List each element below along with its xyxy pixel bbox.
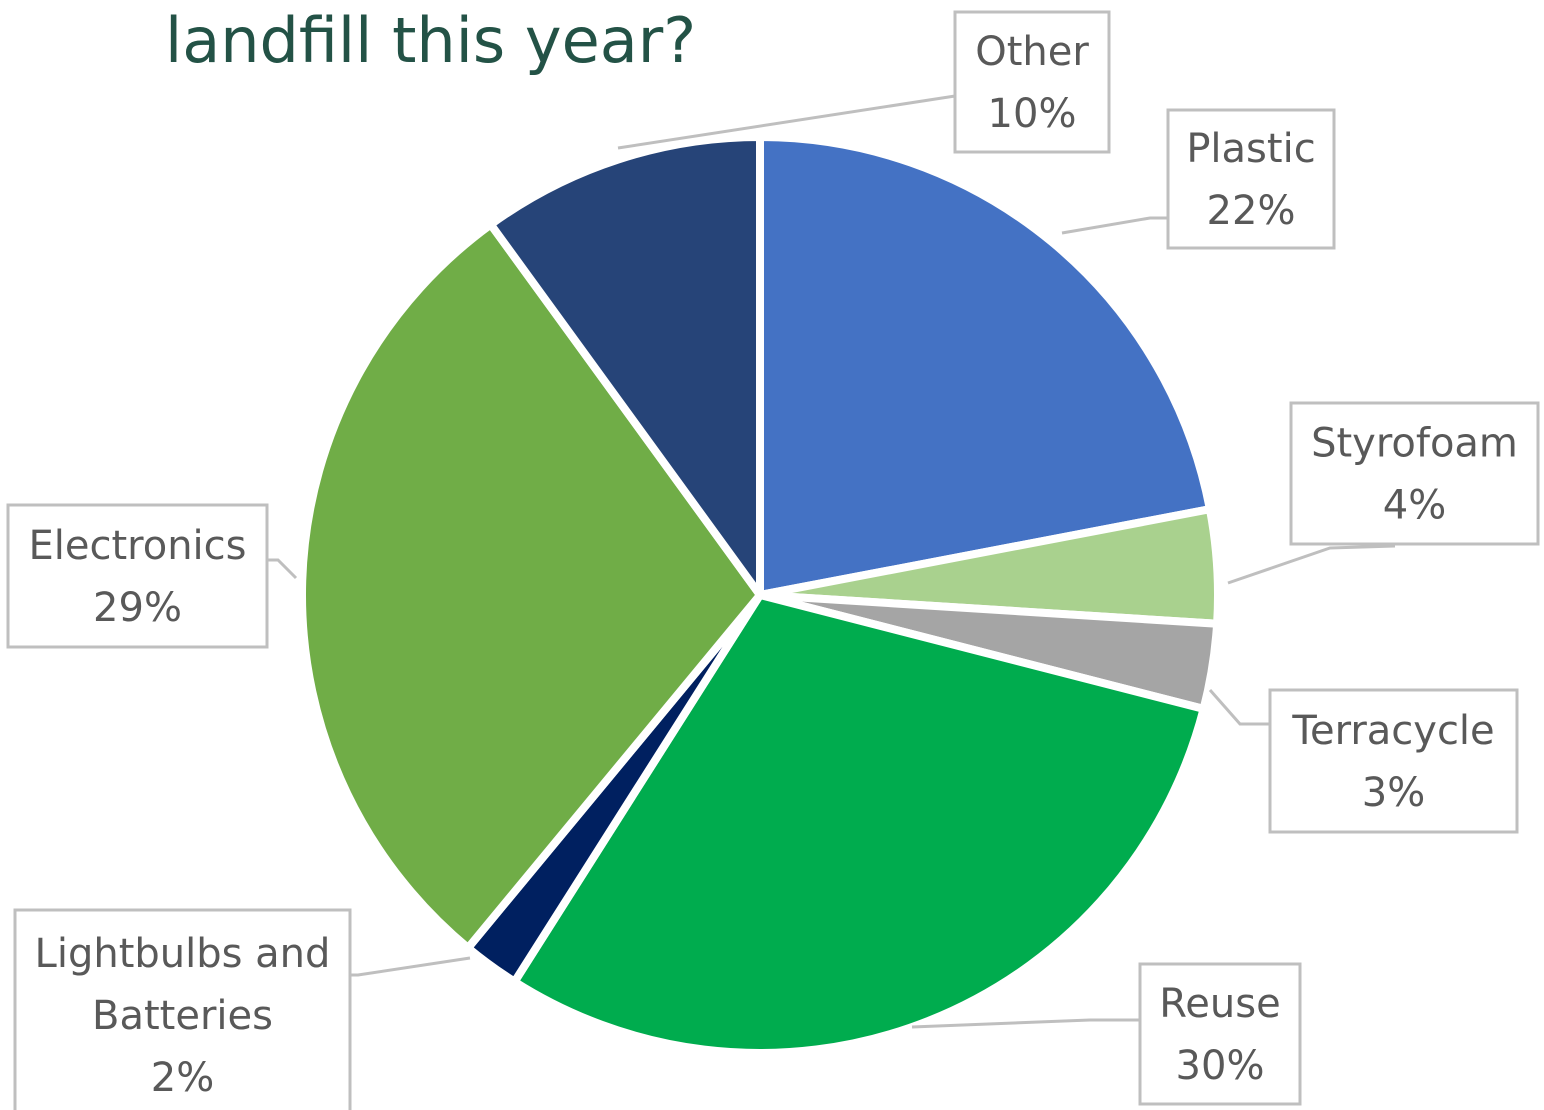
data-label-category-styrofoam: Styrofoam	[1311, 421, 1518, 467]
data-label-category-electronics: Electronics	[28, 523, 246, 569]
data-label-value-styrofoam: 4%	[1383, 483, 1446, 529]
data-label-value-terracycle: 3%	[1362, 770, 1425, 816]
data-label-category-terracycle: Terracycle	[1291, 708, 1494, 754]
label-box-styrofoam	[1289, 401, 1540, 546]
leader-line-plastic	[1061, 216, 1168, 235]
leader-line-reuse	[911, 1018, 1140, 1029]
slice-plastic	[756, 133, 1214, 599]
data-label-category-lightbulbs-and-batteries: Batteries	[92, 993, 273, 1039]
slice-electronics	[298, 220, 764, 952]
data-label-category-lightbulbs-and-batteries: Lightbulbs and	[35, 931, 331, 977]
data-label-category-other: Other	[975, 29, 1089, 75]
slice-other	[486, 133, 764, 599]
label-box-lightbulbs-and-batteries	[13, 908, 352, 1110]
label-box-terracycle	[1268, 688, 1519, 834]
leader-line-lightbulbs-and-batteries	[350, 956, 471, 977]
callout-electronics: Electronics 29%	[6, 503, 298, 649]
callout-plastic: Plastic 22%	[1061, 108, 1336, 250]
callout-reuse: Reuse 30%	[911, 962, 1302, 1106]
data-label-category-plastic: Plastic	[1186, 126, 1315, 172]
leader-line-other	[617, 94, 957, 150]
data-label-category-reuse: Reuse	[1159, 981, 1280, 1027]
slice-reuse	[510, 591, 1208, 1057]
pie-slices	[298, 133, 1222, 1057]
label-box-other	[953, 10, 1111, 154]
leader-line-terracycle	[1208, 689, 1270, 726]
data-label-value-reuse: 30%	[1176, 1043, 1265, 1089]
label-box-plastic	[1166, 108, 1336, 250]
data-label-callouts: Plastic 22% Styrofoam 4% Terracycle 3% Reuse 30…	[6, 10, 1540, 1110]
data-label-value-electronics: 29%	[93, 585, 182, 631]
label-box-electronics	[6, 503, 269, 649]
callout-other: Other 10%	[617, 10, 1111, 154]
data-label-value-plastic: 22%	[1207, 188, 1296, 234]
data-label-value-other: 10%	[988, 91, 1077, 137]
label-box-reuse	[1138, 962, 1302, 1106]
leader-line-electronics	[267, 558, 298, 580]
data-label-value-lightbulbs-and-batteries: 2%	[151, 1055, 214, 1101]
leader-line-styrofoam	[1227, 544, 1396, 585]
callout-lightbulbs-and-batteries: Lightbulbs and Batteries 2%	[13, 908, 471, 1110]
chart-title: landfill this year?	[165, 4, 696, 77]
callout-styrofoam: Styrofoam 4%	[1227, 401, 1540, 585]
callout-terracycle: Terracycle 3%	[1208, 688, 1519, 834]
